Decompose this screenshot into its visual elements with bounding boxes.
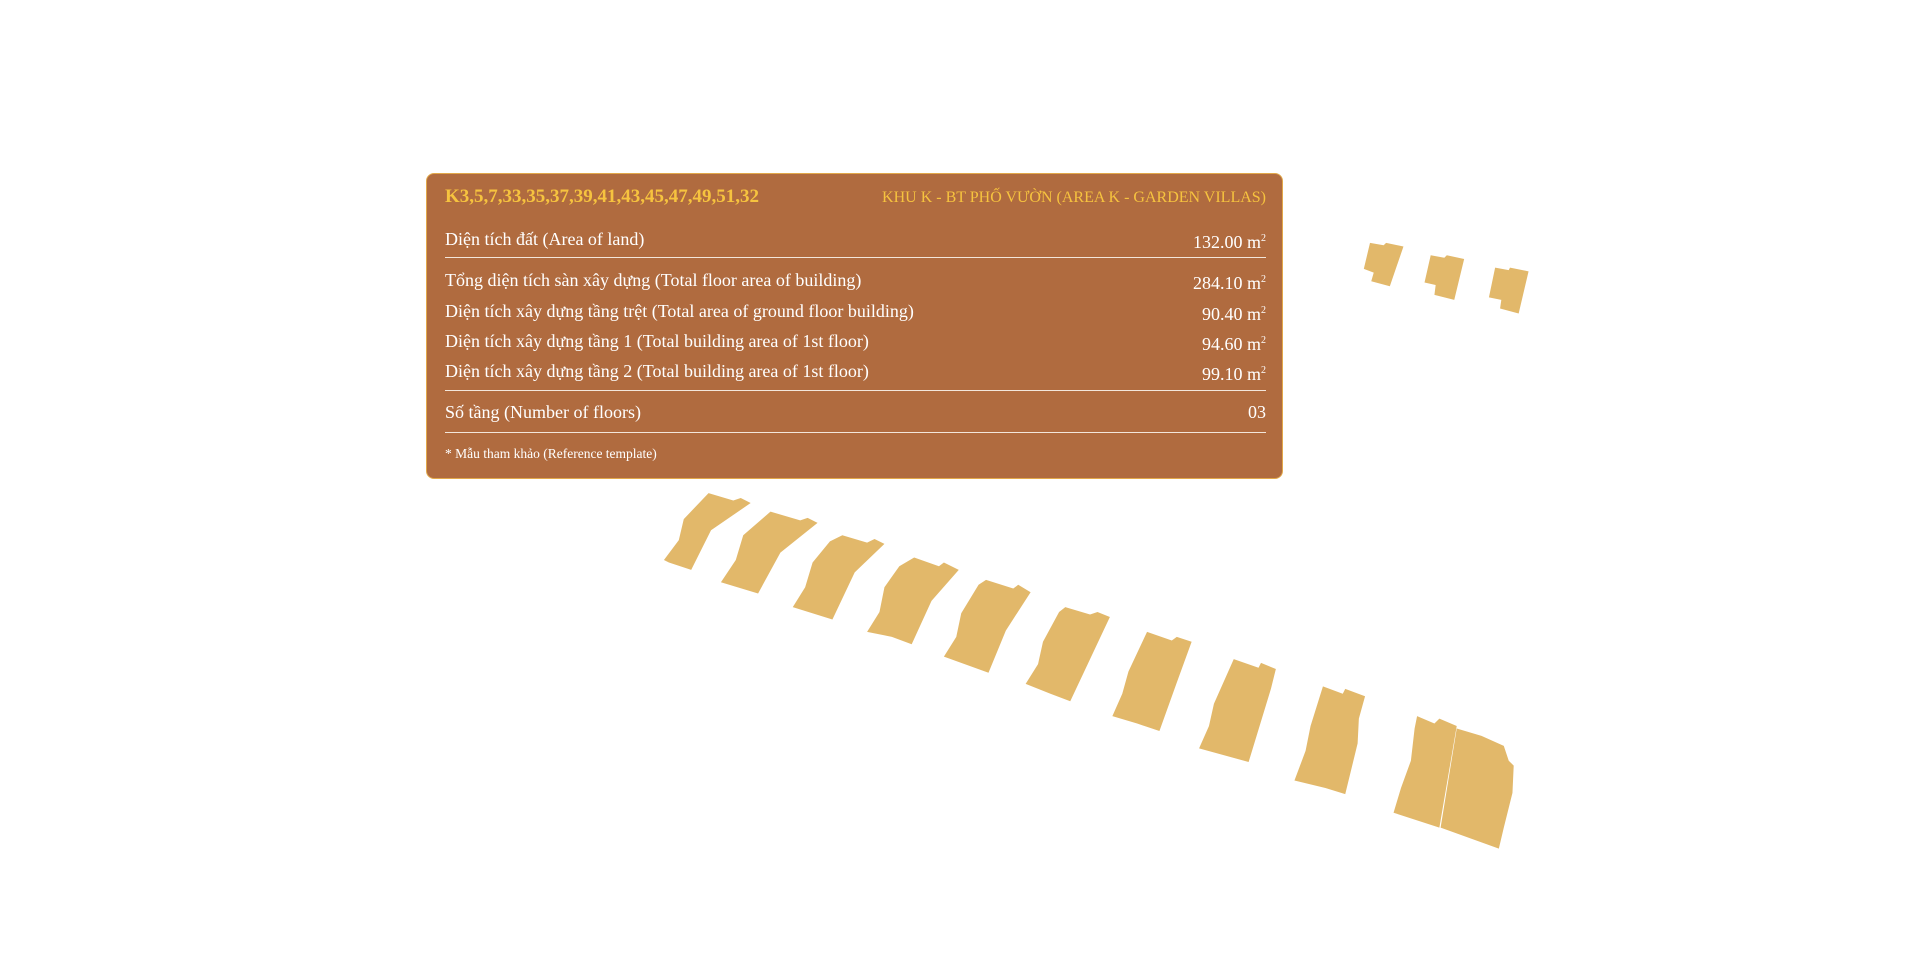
villa-lot[interactable] [1440,728,1514,849]
row-label: Diện tích xây dựng tầng 1 (Total buildin… [445,331,869,351]
row-value: 03 [1248,402,1266,422]
divider [445,390,1266,391]
row-label: Diện tích xây dựng tầng trệt (Total area… [445,301,914,321]
row-value: 94.60 m2 [1201,334,1266,354]
villa-lot[interactable] [1199,659,1276,762]
row-total-floor-area: Tổng diện tích sàn xây dựng (Total floor… [445,269,1266,294]
villa-lot[interactable] [867,557,959,645]
row-value: 284.10 m2 [1192,273,1266,293]
reference-note: * Mẫu tham khảo (Reference template) [445,446,657,461]
row-value: 99.10 m2 [1201,364,1266,384]
row-number-of-floors: Số tầng (Number of floors) 03 [445,401,1266,423]
row-label: Số tầng (Number of floors) [445,402,641,422]
divider [445,432,1266,433]
divider [445,257,1266,258]
villa-lot[interactable] [1393,716,1457,828]
row-label: Diện tích đất (Area of land) [445,229,645,249]
row-floor-2-area: Diện tích xây dựng tầng 2 (Total buildin… [445,360,1266,385]
lot-codes: K3,5,7,33,35,37,39,41,43,45,47,49,51,32 [445,186,760,207]
row-floor-1-area: Diện tích xây dựng tầng 1 (Total buildin… [445,330,1266,355]
villa-lot[interactable] [1424,255,1465,300]
row-ground-floor-area: Diện tích xây dựng tầng trệt (Total area… [445,300,1266,325]
row-value: 132.00 m2 [1192,232,1266,252]
villa-lot[interactable] [1488,267,1529,314]
villa-lot[interactable] [1025,607,1110,702]
villa-lot[interactable] [663,493,751,570]
villa-lot[interactable] [1112,631,1192,731]
row-label: Tổng diện tích sàn xây dựng (Total floor… [445,270,862,290]
lot-info-panel: K3,5,7,33,35,37,39,41,43,45,47,49,51,32 … [426,173,1283,479]
row-value: 90.40 m2 [1201,304,1266,324]
row-label: Diện tích xây dựng tầng 2 (Total buildin… [445,361,869,381]
villa-lot[interactable] [943,579,1031,673]
panel-header: K3,5,7,33,35,37,39,41,43,45,47,49,51,32 … [445,186,1266,208]
villa-lot[interactable] [1294,686,1366,795]
zone-name: KHU K - BT PHỐ VƯỜN (AREA K - GARDEN VIL… [882,189,1266,206]
villa-lot[interactable] [792,535,885,620]
row-area-of-land: Diện tích đất (Area of land) 132.00 m2 [445,228,1266,253]
villa-lot[interactable] [1363,242,1404,287]
villa-lot[interactable] [720,511,818,594]
